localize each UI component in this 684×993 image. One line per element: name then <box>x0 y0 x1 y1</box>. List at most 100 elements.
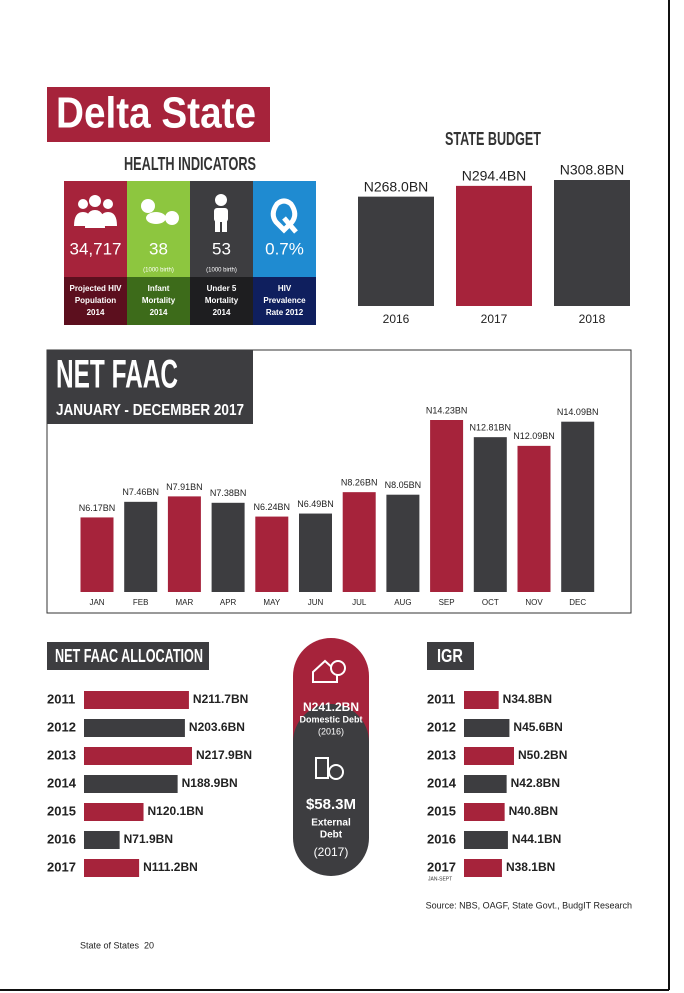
section-title: HEALTH INDICATORS <box>124 154 256 174</box>
chart-title: NET FAAC <box>56 353 178 397</box>
value-label: N111.2BN <box>143 860 198 874</box>
bar <box>464 803 505 821</box>
y-tick-label: 2014 <box>47 775 77 790</box>
value-label: N217.9BN <box>196 748 252 762</box>
page-title: Delta State <box>56 89 256 138</box>
indicator-value: 0.7% <box>265 239 304 258</box>
bar <box>464 859 502 877</box>
y-tick-label: 2016 <box>427 831 456 846</box>
indicator-value: 38 <box>149 239 168 258</box>
x-tick-label: SEP <box>439 598 455 607</box>
debt-year: (2016) <box>318 726 344 736</box>
value-label: N8.05BN <box>385 480 422 490</box>
source-note: Source: NBS, OAGF, State Govt., BudgIT R… <box>426 900 632 910</box>
debt-amount: $58.3M <box>306 796 356 813</box>
ribbon-icon <box>270 198 298 234</box>
indicator-label: Rate 2012 <box>266 308 304 317</box>
bar <box>342 492 376 592</box>
value-label: N294.4BN <box>462 168 527 184</box>
x-tick-label: AUG <box>394 598 411 607</box>
child-icon <box>214 194 228 232</box>
value-label: N308.8BN <box>560 162 625 178</box>
x-tick-label: 2016 <box>383 312 410 326</box>
bar <box>554 180 630 306</box>
x-tick-label: DEC <box>569 598 586 607</box>
bar <box>84 747 192 765</box>
value-label: N50.2BN <box>518 748 567 762</box>
bar <box>430 420 464 592</box>
debt-label: Domestic Debt <box>299 714 362 724</box>
y-tick-label: 2016 <box>47 831 76 846</box>
indicator-label: Projected HIV <box>69 284 122 293</box>
x-tick-label: MAR <box>176 598 194 607</box>
debt-year: (2017) <box>314 845 349 859</box>
bar <box>84 803 144 821</box>
igr-header <box>427 642 474 670</box>
value-label: N188.9BN <box>182 776 238 790</box>
bar <box>456 185 532 306</box>
bar <box>84 691 189 709</box>
indicator-value: 53 <box>212 239 231 258</box>
external-debt-cap <box>293 704 369 742</box>
baby-icon <box>141 199 179 225</box>
value-label: N7.91BN <box>166 482 203 492</box>
indicator-label: Mortality <box>142 296 176 305</box>
indicator-label: Mortality <box>205 296 239 305</box>
indicator-label: HIV <box>278 284 292 293</box>
indicator-tiles <box>64 181 316 325</box>
faac-subheader <box>47 398 253 424</box>
y-tick-label: 2015 <box>47 803 76 818</box>
value-label: N268.0BN <box>364 178 429 194</box>
indicator-value: 34,717 <box>70 239 122 258</box>
people-icon <box>74 195 117 228</box>
value-label: N71.9BN <box>124 832 173 846</box>
indicator-unit: (1000 birth) <box>206 268 237 274</box>
chart-title: NET FAAC ALLOCATION <box>55 646 203 666</box>
value-label: N6.24BN <box>254 502 291 512</box>
bar <box>464 775 507 793</box>
bar <box>124 501 158 592</box>
bar <box>358 196 434 306</box>
chart-title: STATE BUDGET <box>445 129 541 149</box>
y-tick-label: 2017 <box>47 859 76 874</box>
bar <box>464 831 508 849</box>
y-tick-label: 2017 <box>427 859 456 874</box>
value-label: N203.6BN <box>189 720 245 734</box>
bar <box>517 445 551 592</box>
bar <box>84 859 140 877</box>
debt-amount: N241.2BN <box>303 700 359 714</box>
indicator-label: Under 5 <box>207 284 237 293</box>
bar <box>386 494 420 592</box>
bar <box>255 516 289 592</box>
value-label: N14.09BN <box>557 407 599 417</box>
page-number: 20 <box>144 940 154 950</box>
chart-title: IGR <box>437 646 463 666</box>
value-label: N6.17BN <box>79 503 116 513</box>
indicator-label: Population <box>75 296 116 305</box>
bar <box>464 719 510 737</box>
value-label: N14.23BN <box>426 405 468 415</box>
x-tick-label: APR <box>220 598 237 607</box>
x-tick-label: JUN <box>308 598 324 607</box>
value-label: N45.6BN <box>513 720 562 734</box>
value-label: N42.8BN <box>511 776 560 790</box>
title-banner <box>47 87 270 142</box>
category-note: JAN-SEPT <box>428 876 452 882</box>
y-tick-label: 2012 <box>427 719 456 734</box>
faac-header <box>47 350 253 398</box>
x-tick-label: FEB <box>133 598 149 607</box>
x-tick-label: 2017 <box>481 312 508 326</box>
value-label: N120.1BN <box>148 804 204 818</box>
bar <box>80 517 114 592</box>
building-icon <box>315 757 344 780</box>
x-tick-label: MAY <box>263 598 280 607</box>
indicator-label: Infant <box>148 284 170 293</box>
value-label: N44.1BN <box>512 832 561 846</box>
bar <box>211 502 245 592</box>
faac-frame <box>46 349 632 614</box>
bar <box>561 421 595 592</box>
bar <box>167 496 201 592</box>
tile-footer <box>64 277 127 325</box>
